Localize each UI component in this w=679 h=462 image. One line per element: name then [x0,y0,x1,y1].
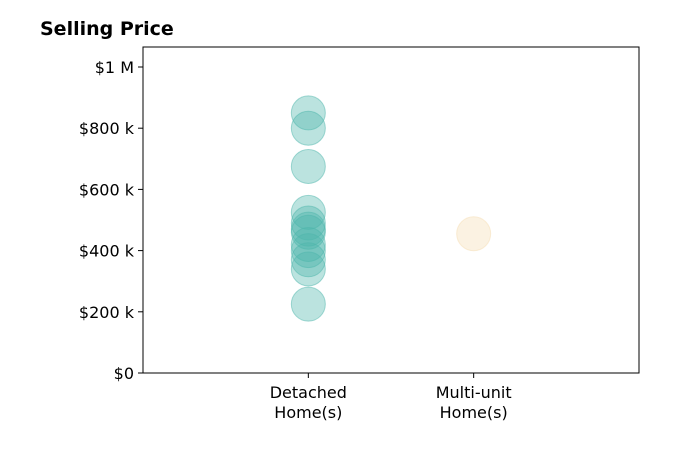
y-tick-label: $0 [114,364,134,383]
data-point [290,110,326,146]
y-tick-label: $800 k [79,119,135,138]
y-tick-label: $600 k [79,180,135,199]
data-point [290,148,326,184]
y-tick-label: $200 k [79,303,135,322]
points-layer [290,95,492,322]
y-axis: $0 $200 k $400 k $600 k $800 k $1 M [79,58,143,383]
x-tick-label: Detached Home(s) [270,383,347,422]
y-tick-label: $1 M [95,58,134,77]
plot-area-frame [142,46,640,374]
x-tick-label: Multi-unit Home(s) [436,383,512,422]
data-point [290,233,326,269]
x-axis: Detached Home(s) Multi-unit Home(s) [270,373,512,422]
data-point [290,242,326,278]
chart-title: Selling Price [40,18,174,40]
data-point [290,214,326,250]
data-point [456,216,492,252]
data-point [290,95,326,131]
data-point [290,251,326,287]
data-point [290,286,326,322]
y-tick-label: $400 k [79,242,135,261]
